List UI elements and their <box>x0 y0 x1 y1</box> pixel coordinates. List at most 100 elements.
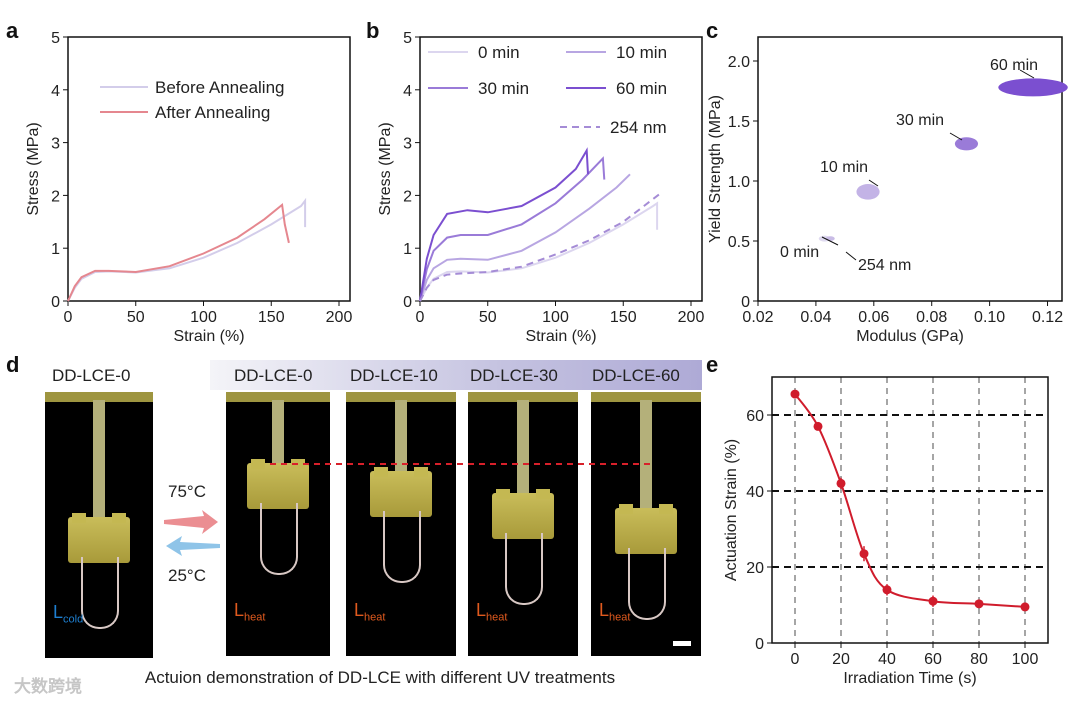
series-line-after-annealing <box>67 203 290 302</box>
photo-header-left: DD-LCE-0 <box>52 366 131 385</box>
x-axis-label: Irradiation Time (s) <box>843 670 976 687</box>
binder-clip <box>492 489 554 539</box>
legend-label: 0 min <box>478 43 520 62</box>
clip-wire <box>81 557 119 629</box>
watermark: 大数跨境 <box>14 677 82 696</box>
x-tick-label: 0.10 <box>974 309 1005 326</box>
series-line-30-min <box>419 156 606 302</box>
photo-header-4: DD-LCE-60 <box>592 366 680 385</box>
header-gradient-bar <box>210 360 702 390</box>
leader-line <box>1019 69 1035 79</box>
length-subscript: heat <box>244 611 266 624</box>
length-symbol: L <box>476 600 487 620</box>
length-cold-label: Lcold <box>53 602 83 626</box>
binder-clip <box>370 467 432 517</box>
top-clip <box>45 392 153 402</box>
clip-wire <box>383 511 421 583</box>
lce-strip <box>640 400 652 512</box>
x-tick-label: 20 <box>832 651 850 668</box>
y-tick-label: 5 <box>403 30 412 47</box>
x-tick-label: 0 <box>416 309 425 326</box>
data-point <box>928 596 938 606</box>
lce-strip <box>395 400 407 475</box>
leader-line <box>845 251 857 261</box>
y-tick-label: 5 <box>51 30 60 47</box>
y-axis-label: Stress (MPa) <box>377 122 394 215</box>
panel-label-a: a <box>6 18 19 43</box>
arrows <box>164 510 220 556</box>
y-tick-label: 1.0 <box>728 174 750 191</box>
fit-curve <box>794 393 1026 608</box>
point-label: 10 min <box>820 159 868 176</box>
plot-frame-a <box>67 36 351 302</box>
y-tick-label: 4 <box>403 83 412 100</box>
scale-bar <box>673 641 691 646</box>
legend-label: 60 min <box>616 79 667 98</box>
top-clip <box>346 392 456 402</box>
photo-cold: Lcold <box>45 392 153 658</box>
lce-strip <box>272 400 284 467</box>
y-tick-label: 2.0 <box>728 54 750 71</box>
y-tick-label: 0 <box>755 636 764 653</box>
length-symbol: L <box>234 600 245 620</box>
x-tick-label: 50 <box>127 309 145 326</box>
legend-label: 30 min <box>478 79 529 98</box>
photo-heat-3: Lheat <box>468 392 578 656</box>
binder-clip <box>68 513 130 563</box>
top-clip <box>591 392 701 402</box>
y-tick-label: 60 <box>746 408 764 425</box>
x-tick-label: 0 <box>791 651 800 668</box>
leader-line <box>868 179 879 187</box>
y-tick-label: 4 <box>51 83 60 100</box>
panel-label-b: b <box>366 18 380 43</box>
point-label: 60 min <box>990 57 1038 74</box>
x-tick-label: 150 <box>610 309 637 326</box>
legend-label: 10 min <box>616 43 667 62</box>
series-line-0-min <box>419 201 659 302</box>
y-tick-label: 0 <box>51 294 60 311</box>
plot-frame-c <box>757 36 1063 302</box>
y-tick-label: 1 <box>403 241 412 258</box>
y-tick-label: 0 <box>741 294 750 311</box>
point-label: 254 nm <box>858 257 911 274</box>
plot-frame-e <box>771 376 1049 644</box>
clip-wire <box>505 533 543 605</box>
x-tick-label: 0.06 <box>858 309 889 326</box>
binder-clip <box>247 459 309 509</box>
lce-strip <box>517 400 529 497</box>
point-label: 30 min <box>896 112 944 129</box>
photo-heat-2: Lheat <box>346 392 456 656</box>
data-point <box>859 549 869 559</box>
y-tick-label: 20 <box>746 560 764 577</box>
scatter-point <box>954 137 979 151</box>
heat-temperature: 75°C <box>168 482 206 501</box>
data-point <box>974 599 984 609</box>
y-tick-label: 0 <box>403 294 412 311</box>
data-point <box>836 478 846 488</box>
series-line-60-min <box>419 147 589 302</box>
x-tick-label: 0.08 <box>916 309 947 326</box>
top-clip <box>468 392 578 402</box>
y-axis-label: Stress (MPa) <box>25 122 42 215</box>
data-point <box>790 389 800 399</box>
panel-label-d: d <box>6 352 20 377</box>
cool-temperature: 25°C <box>168 566 206 585</box>
leader-line <box>949 132 963 141</box>
y-tick-label: 3 <box>403 136 412 153</box>
series-line-10-min <box>419 173 631 302</box>
scatter-point <box>856 184 880 200</box>
length-heat-label: Lheat <box>234 600 265 624</box>
data-point <box>882 585 892 595</box>
y-tick-label: 1 <box>51 241 60 258</box>
length-symbol: L <box>599 600 610 620</box>
y-tick-label: 40 <box>746 484 764 501</box>
length-subscript: heat <box>364 611 386 624</box>
data-point <box>813 421 823 431</box>
photo-heat-1: Lheat <box>226 392 330 656</box>
x-tick-label: 40 <box>878 651 896 668</box>
x-tick-label: 0 <box>64 309 73 326</box>
x-tick-label: 50 <box>479 309 497 326</box>
